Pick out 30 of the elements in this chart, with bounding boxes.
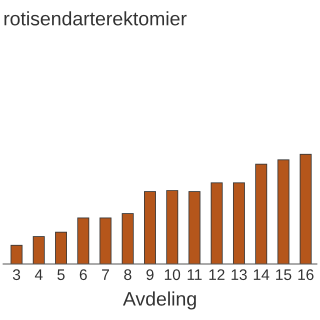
- x-tick-label: 3: [12, 269, 20, 280]
- x-tick-label: 6: [80, 269, 87, 280]
- bar: [188, 191, 200, 264]
- x-tick-label: 8: [124, 269, 132, 280]
- bar: [210, 182, 223, 264]
- x-tick-label: 11: [188, 269, 202, 280]
- bar: [232, 182, 245, 264]
- bar: [277, 159, 290, 264]
- x-tick-label: 12: [209, 269, 224, 280]
- x-tick-label: 7: [102, 269, 109, 280]
- bar: [300, 154, 312, 264]
- bar: [144, 191, 156, 264]
- chart-title: rotisendarterektomier: [4, 11, 187, 26]
- bar: [166, 190, 178, 264]
- x-tick-label: 16: [298, 269, 314, 280]
- x-axis-title: Avdeling: [122, 291, 196, 310]
- bar: [255, 164, 268, 264]
- bar: [100, 218, 112, 264]
- bar: [10, 244, 23, 264]
- x-tick-label: 5: [57, 269, 65, 280]
- bar: [122, 213, 134, 264]
- x-tick-label: 13: [232, 269, 247, 280]
- x-tick-label: 15: [276, 269, 292, 280]
- x-tick-label: 4: [34, 269, 43, 280]
- bar: [55, 232, 68, 264]
- x-tick-label: 9: [146, 269, 154, 280]
- bar: [32, 236, 45, 264]
- x-tick-label: 14: [254, 269, 270, 280]
- bar: [77, 218, 90, 264]
- x-tick-label: 10: [164, 269, 180, 280]
